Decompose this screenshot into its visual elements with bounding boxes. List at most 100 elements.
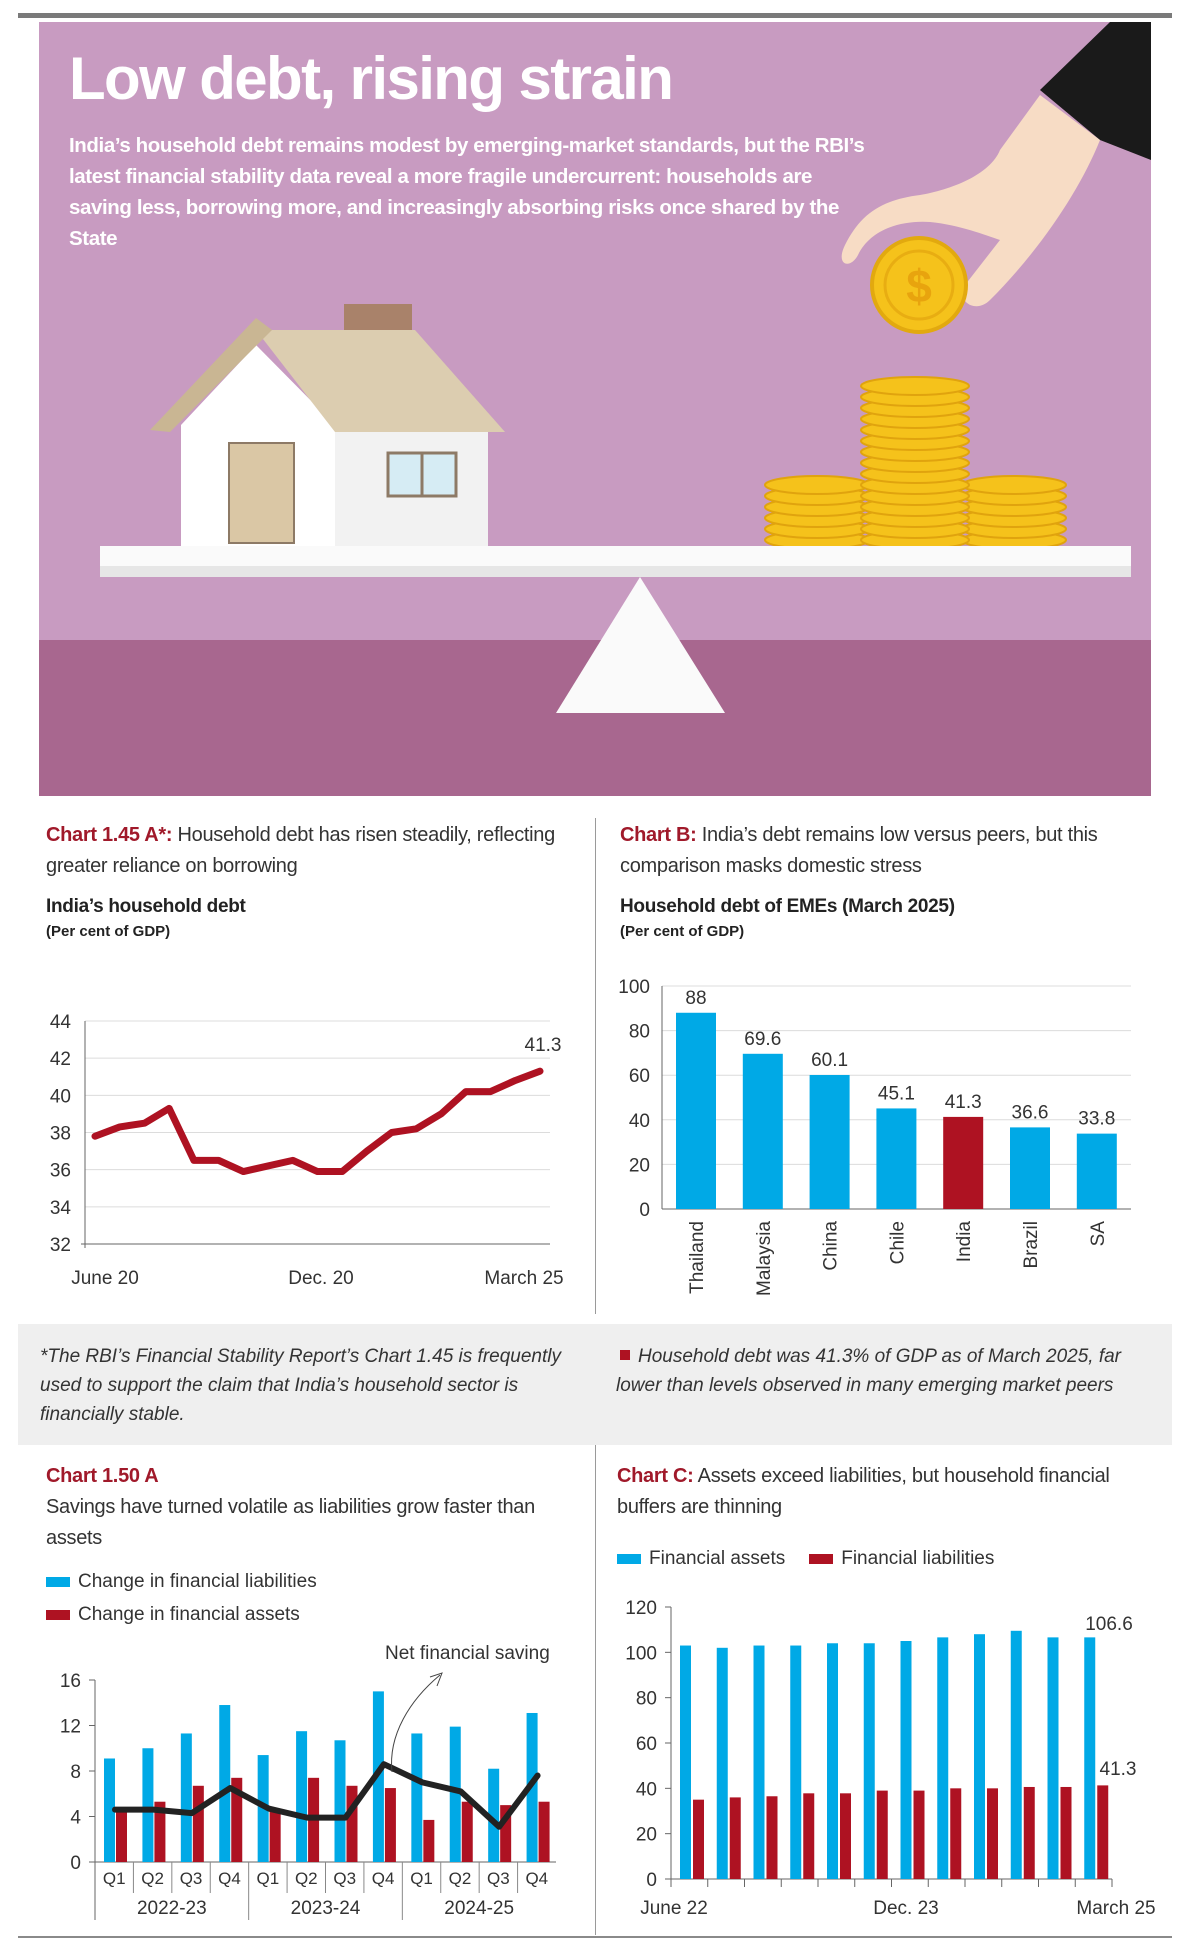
chart-a-unit: (Per cent of GDP)	[46, 923, 171, 940]
end-value-label: 41.3	[525, 1035, 562, 1056]
arrow-head-icon	[429, 1672, 443, 1687]
quarter-label: Q3	[180, 1869, 203, 1888]
bar-brazil	[1010, 1127, 1050, 1209]
bar-value-label: 41.3	[945, 1092, 982, 1113]
y-tick-label: 34	[50, 1198, 72, 1219]
legend-swatch-red	[809, 1554, 834, 1564]
liabilities-bar	[104, 1758, 115, 1862]
y-tick-label: 100	[618, 977, 650, 998]
note-left: *The RBI’s Financial Stability Report’s …	[40, 1346, 561, 1425]
category-label: India	[954, 1221, 975, 1263]
chart-150a-title: Chart 1.50 A Savings have turned volatil…	[46, 1461, 566, 1554]
chart-150a-title-text: Savings have turned volatile as liabilit…	[46, 1496, 535, 1549]
quarter-label: Q1	[257, 1869, 280, 1888]
column-divider	[595, 1445, 596, 1935]
hand-icon	[841, 95, 1100, 307]
chart-a-title-text: Household debt has risen steadily, refle…	[46, 824, 555, 877]
category-label: Chile	[887, 1221, 908, 1264]
coin	[860, 376, 970, 396]
header-banner: $ Low debt, rising strain India’s househ…	[39, 22, 1151, 796]
liabilities-bar	[449, 1726, 461, 1862]
y-tick-label: 60	[629, 1066, 650, 1087]
chart-c-legend: Financial assets Financial liabilities	[617, 1548, 994, 1570]
bar-thailand	[676, 1012, 716, 1209]
assets-bar	[423, 1819, 435, 1862]
chart-150a-lead: Chart 1.50 A	[46, 1465, 159, 1487]
y-tick-label: 42	[50, 1049, 71, 1070]
quarter-label: Q1	[410, 1869, 433, 1888]
y-tick-label: 80	[629, 1022, 650, 1043]
bar-value-label: 88	[685, 988, 706, 1009]
liabilities-end-label: 41.3	[1100, 1759, 1137, 1780]
liabilities-bar	[950, 1788, 962, 1879]
assets-bar	[384, 1788, 396, 1862]
liabilities-bar	[840, 1793, 851, 1879]
chart-c-title: Chart C: Assets exceed liabilities, but …	[617, 1461, 1157, 1523]
category-label: Malaysia	[754, 1221, 775, 1296]
category-label: Thailand	[687, 1221, 708, 1294]
liabilities-bar	[488, 1768, 500, 1862]
y-tick-label: 40	[50, 1086, 71, 1107]
chart-b-title: Chart B: India’s debt remains low versus…	[620, 820, 1160, 882]
liabilities-bar	[1097, 1785, 1109, 1879]
y-tick-label: 40	[629, 1111, 650, 1132]
liabilities-bar	[876, 1790, 888, 1879]
assets-bar	[863, 1643, 875, 1879]
legend-item-liabilities: Change in financial liabilities	[46, 1571, 317, 1593]
legend-item-assets: Change in financial assets	[46, 1604, 300, 1626]
assets-bar	[753, 1645, 765, 1879]
liabilities-bar	[693, 1799, 704, 1879]
y-tick-label: 36	[50, 1161, 71, 1182]
legend-swatch-blue	[617, 1554, 641, 1564]
y-tick-label: 100	[625, 1643, 657, 1664]
quarter-label: Q3	[333, 1869, 356, 1888]
legend-label: Financial liabilities	[841, 1548, 995, 1569]
assets-bar	[1010, 1630, 1022, 1879]
y-tick-label: 16	[60, 1671, 81, 1692]
bar-sa	[1076, 1133, 1117, 1209]
liabilities-bar	[1023, 1786, 1035, 1879]
assets-bar	[1084, 1637, 1096, 1879]
chart-c-title-text: Assets exceed liabilities, but household…	[617, 1465, 1110, 1518]
category-label: SA	[1088, 1221, 1109, 1247]
bar-chile	[876, 1108, 917, 1209]
x-tick-label: June 20	[71, 1268, 139, 1289]
chart-a-title: Chart 1.45 A*: Household debt has risen …	[46, 820, 586, 882]
liabilities-bar	[729, 1797, 741, 1879]
assets-bar	[974, 1634, 985, 1879]
legend-label: Financial assets	[649, 1548, 786, 1569]
chart-b-subtitle: Household debt of EMEs (March 2025)	[620, 896, 955, 917]
liabilities-bar	[1060, 1786, 1072, 1879]
red-bullet-icon	[620, 1350, 630, 1360]
fiscal-year-label: 2024-25	[444, 1898, 514, 1919]
page-dek: India’s household debt remains modest by…	[69, 134, 865, 250]
chart-b-unit: (Per cent of GDP)	[620, 923, 745, 940]
y-tick-label: 4	[70, 1808, 81, 1829]
bar-china	[809, 1074, 850, 1209]
top-rule	[18, 13, 1172, 18]
door	[228, 442, 295, 544]
fiscal-year-label: 2023-24	[291, 1898, 361, 1919]
scale-fulcrum	[556, 577, 725, 713]
note-right: Household debt was 41.3% of GDP as of Ma…	[616, 1342, 1156, 1400]
liabilities-bar	[766, 1796, 778, 1879]
annotation-arrow	[391, 1674, 441, 1773]
quarter-label: Q4	[372, 1869, 395, 1888]
liabilities-bar	[913, 1790, 925, 1879]
bar-value-label: 45.1	[878, 1083, 915, 1104]
assets-bar	[900, 1641, 912, 1879]
assets-bar	[827, 1643, 838, 1879]
bar-value-label: 36.6	[1012, 1102, 1049, 1123]
assets-bar	[346, 1785, 358, 1862]
liabilities-bar	[803, 1793, 815, 1879]
roof-eave	[150, 318, 272, 432]
assets-bar	[680, 1645, 691, 1879]
quarter-label: Q1	[103, 1869, 126, 1888]
assets-bar	[937, 1637, 949, 1879]
column-divider	[595, 818, 596, 1314]
balance-illustration: $	[100, 22, 1151, 713]
liabilities-bar	[987, 1788, 998, 1879]
legend-label: Change in financial assets	[78, 1604, 300, 1625]
y-tick-label: 32	[50, 1235, 71, 1256]
quarter-label: Q2	[141, 1869, 164, 1888]
